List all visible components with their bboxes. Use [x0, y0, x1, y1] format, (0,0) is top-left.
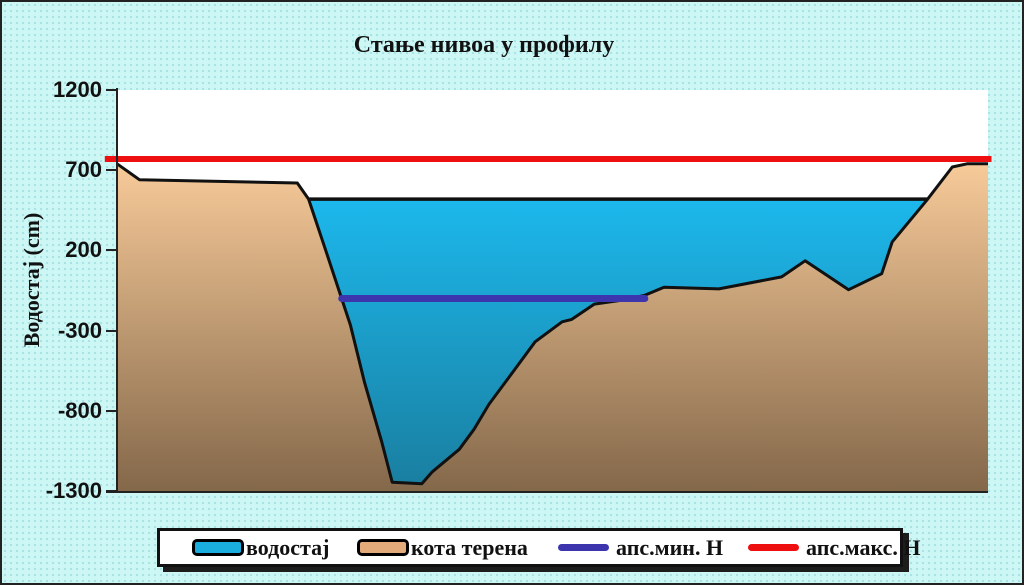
water-area: [308, 199, 928, 484]
y-tick-mark: [106, 329, 117, 332]
y-tick-label: 1200: [53, 77, 102, 102]
max-line-swatch-icon: [748, 544, 799, 551]
legend-item-vodostaj: водостај: [192, 531, 329, 564]
y-tick-label: 700: [65, 157, 102, 183]
legend-label: кота терена: [411, 534, 528, 560]
y-tick-mark: [106, 409, 117, 412]
legend-box: водостај кота терена апс.мин. Н апс.макс…: [157, 528, 921, 567]
x-axis-line: [106, 491, 988, 493]
legend-item-abs-min: апс.мин. Н: [558, 531, 723, 564]
y-tick-label: -300: [57, 317, 102, 343]
y-tick-mark: [106, 490, 117, 492]
legend-item-kota-terena: кота терена: [357, 531, 528, 564]
min-line-swatch-icon: [558, 544, 609, 551]
legend-label: водостај: [246, 534, 330, 560]
y-tick-label: -1300: [45, 478, 102, 503]
profile-plot: [104, 155, 992, 492]
y-tick-label: 200: [65, 237, 102, 263]
y-tick-mark: [106, 89, 117, 91]
y-axis-line: [116, 88, 118, 493]
chart-title: Стање нивоа у профилу: [353, 32, 615, 58]
terrain-outline: [116, 162, 988, 486]
water-swatch-icon: [192, 539, 244, 556]
y-tick-mark: [106, 249, 117, 252]
terrain-area: [117, 163, 988, 492]
terrain-swatch-icon: [357, 539, 409, 556]
y-tick-label: -800: [57, 397, 102, 423]
legend-label: апс.макс. Н: [806, 534, 921, 560]
legend-item-abs-max: апс.макс. Н: [748, 531, 921, 564]
y-tick-mark: [106, 169, 117, 172]
legend-label: апс.мин. Н: [616, 534, 724, 560]
